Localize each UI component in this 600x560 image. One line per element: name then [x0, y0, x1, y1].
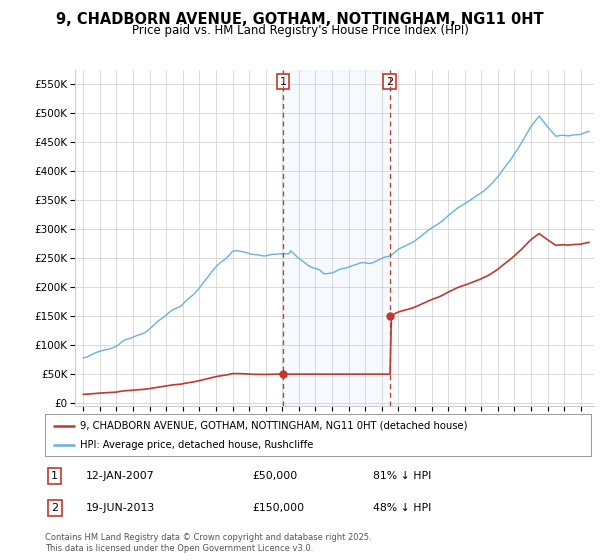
Text: Price paid vs. HM Land Registry's House Price Index (HPI): Price paid vs. HM Land Registry's House … [131, 24, 469, 37]
Text: Contains HM Land Registry data © Crown copyright and database right 2025.
This d: Contains HM Land Registry data © Crown c… [45, 533, 371, 553]
Text: 1: 1 [280, 77, 286, 87]
Bar [283, 70, 389, 406]
Text: 81% ↓ HPI: 81% ↓ HPI [373, 471, 431, 481]
Text: 9, CHADBORN AVENUE, GOTHAM, NOTTINGHAM, NG11 0HT: 9, CHADBORN AVENUE, GOTHAM, NOTTINGHAM, … [56, 12, 544, 27]
Text: 2: 2 [51, 503, 58, 513]
Text: £50,000: £50,000 [253, 471, 298, 481]
Text: HPI: Average price, detached house, Rushcliffe: HPI: Average price, detached house, Rush… [80, 440, 314, 450]
Text: 48% ↓ HPI: 48% ↓ HPI [373, 503, 431, 513]
Text: 12-JAN-2007: 12-JAN-2007 [86, 471, 155, 481]
Text: 1: 1 [52, 471, 58, 481]
Text: £150,000: £150,000 [253, 503, 305, 513]
Text: 19-JUN-2013: 19-JUN-2013 [86, 503, 155, 513]
Text: 9, CHADBORN AVENUE, GOTHAM, NOTTINGHAM, NG11 0HT (detached house): 9, CHADBORN AVENUE, GOTHAM, NOTTINGHAM, … [80, 421, 468, 431]
Text: 2: 2 [386, 77, 393, 87]
